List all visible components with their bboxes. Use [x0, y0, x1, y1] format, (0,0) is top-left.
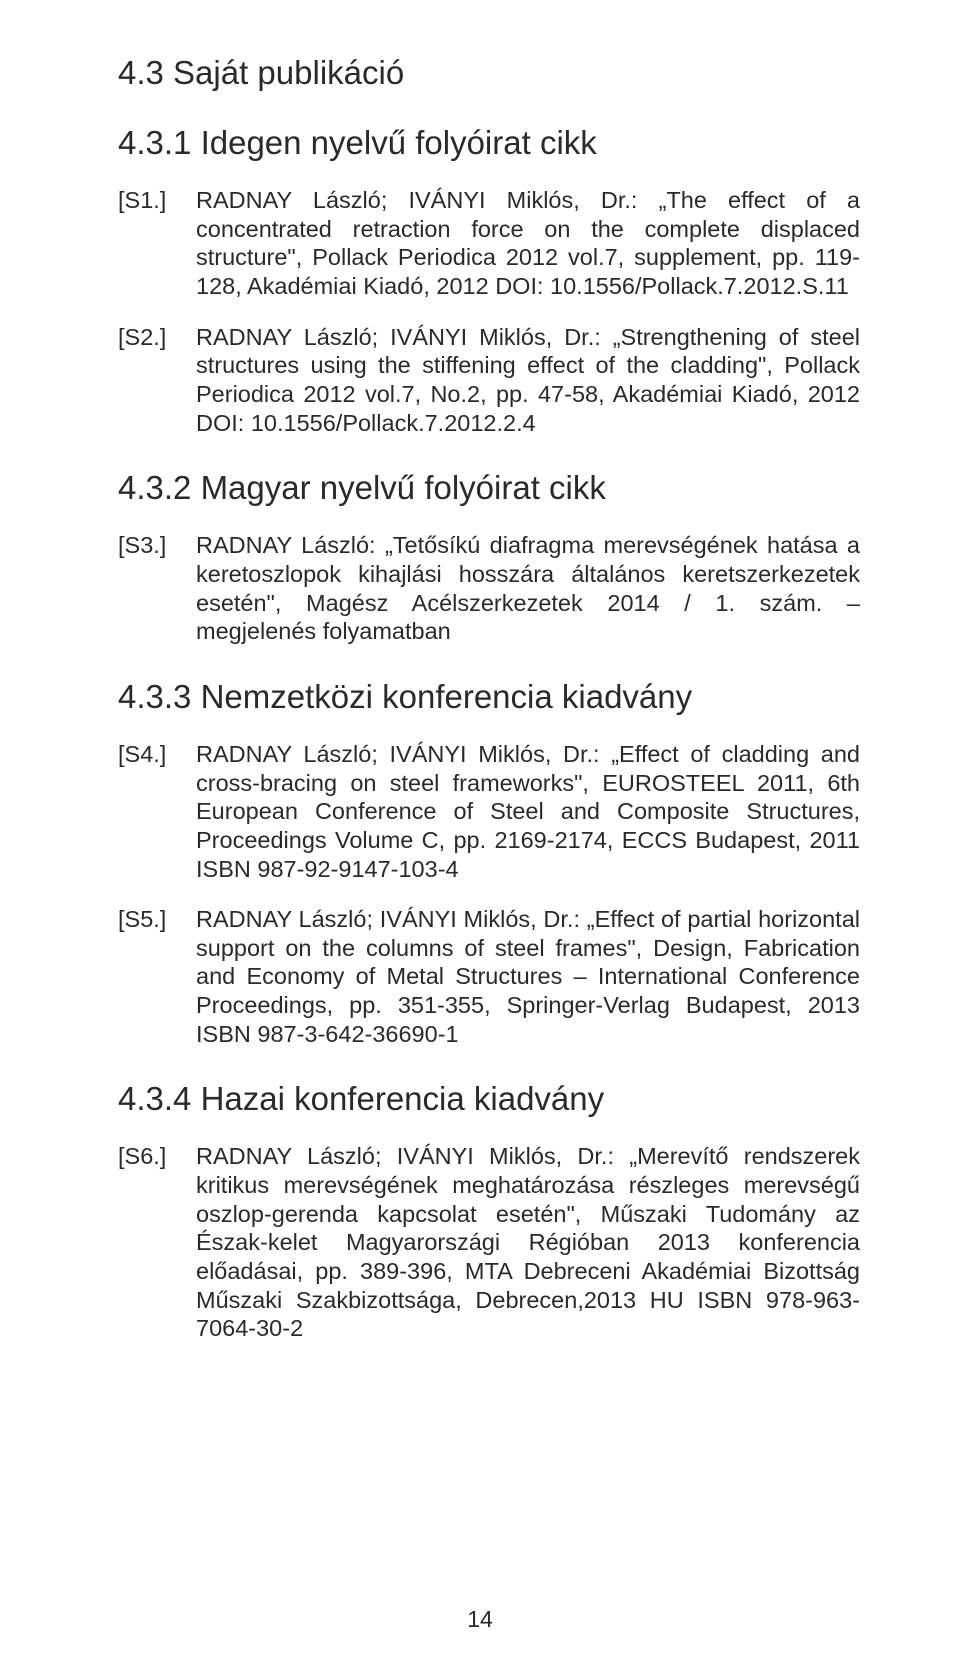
page-number: 14	[0, 1606, 960, 1633]
reference-entry: [S2.] RADNAY László; IVÁNYI Miklós, Dr.:…	[118, 323, 860, 438]
reference-text: RADNAY László; IVÁNYI Miklós, Dr.: „The …	[196, 186, 860, 301]
reference-entry: [S4.] RADNAY László; IVÁNYI Miklós, Dr.:…	[118, 740, 860, 883]
reference-entry: [S1.] RADNAY László; IVÁNYI Miklós, Dr.:…	[118, 186, 860, 301]
reference-text: RADNAY László; IVÁNYI Miklós, Dr.: „Effe…	[196, 740, 860, 883]
subsection-heading: 4.3.4 Hazai konferencia kiadvány	[118, 1080, 860, 1118]
reference-entry: [S3.] RADNAY László: „Tetősíkú diafragma…	[118, 531, 860, 646]
reference-tag: [S6.]	[118, 1142, 196, 1343]
section-heading: 4.3 Saját publikáció	[118, 54, 860, 92]
page-container: 4.3 Saját publikáció 4.3.1 Idegen nyelvű…	[0, 0, 960, 1657]
reference-tag: [S3.]	[118, 531, 196, 646]
reference-tag: [S4.]	[118, 740, 196, 883]
subsection-heading: 4.3.3 Nemzetközi konferencia kiadvány	[118, 678, 860, 716]
reference-text: RADNAY László: „Tetősíkú diafragma merev…	[196, 531, 860, 646]
reference-text: RADNAY László; IVÁNYI Miklós, Dr.: „Stre…	[196, 323, 860, 438]
reference-tag: [S2.]	[118, 323, 196, 438]
subsection-heading: 4.3.2 Magyar nyelvű folyóirat cikk	[118, 469, 860, 507]
reference-text: RADNAY László; IVÁNYI Miklós, Dr.: „Mere…	[196, 1142, 860, 1343]
reference-text: RADNAY László; IVÁNYI Miklós, Dr.: „Effe…	[196, 905, 860, 1048]
reference-tag: [S1.]	[118, 186, 196, 301]
reference-tag: [S5.]	[118, 905, 196, 1048]
subsection-heading: 4.3.1 Idegen nyelvű folyóirat cikk	[118, 124, 860, 162]
reference-entry: [S6.] RADNAY László; IVÁNYI Miklós, Dr.:…	[118, 1142, 860, 1343]
reference-entry: [S5.] RADNAY László; IVÁNYI Miklós, Dr.:…	[118, 905, 860, 1048]
